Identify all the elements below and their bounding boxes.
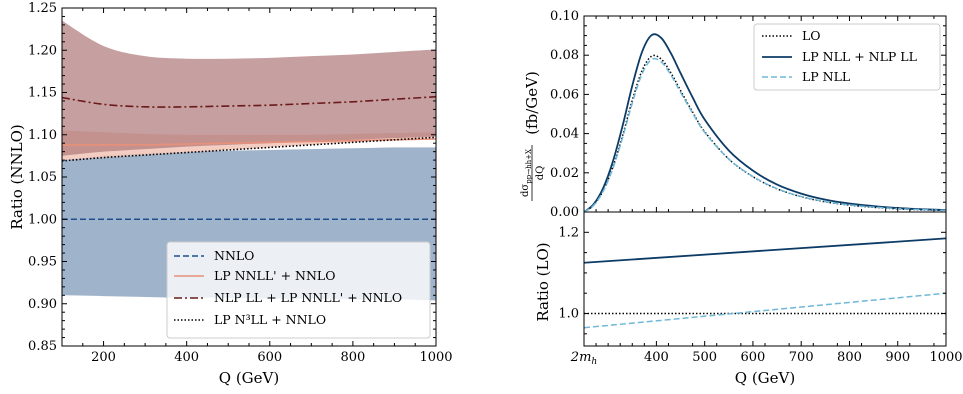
series-line-lp-nll-nlp-ll [584, 33, 946, 212]
right-x-tick-label: 700 [789, 350, 814, 365]
right-x-tick-label: 1000 [929, 350, 962, 365]
right-ratio-y-axis-label: Ratio (LO) [534, 242, 552, 321]
right-y-tick-label: 0.04 [550, 127, 579, 142]
left-y-tick-label: 1.25 [28, 1, 57, 16]
right-y-tick-label: 0.06 [550, 87, 579, 102]
right-x-tick-label: 600 [741, 350, 766, 365]
right-y-tick-label: 0.02 [550, 166, 579, 181]
ratio-y-tick-label: 1.0 [558, 307, 579, 322]
ratio-y-tick-label: 1.2 [558, 225, 579, 240]
series-line-nlp-ll [62, 95, 436, 108]
legend-label-lp-nnll: LP NNLL' + NNLO [214, 268, 335, 283]
legend-label-lo: LO [802, 28, 821, 43]
right-y-tick-label: 0.00 [550, 205, 579, 220]
svg-text:dσpp→hh+X: dσpp→hh+X [520, 149, 533, 197]
right-x-tick-label: 800 [837, 350, 862, 365]
legend-label-nnlo: NNLO [214, 248, 254, 263]
legend-label-n3ll: LP N³LL + NNLO [214, 312, 326, 327]
left-x-tick-label: 1000 [419, 350, 452, 365]
right-x-tick-label: 900 [885, 350, 910, 365]
right-legend: LO LP NLL + NLP LL LP NLL [753, 23, 941, 91]
left-y-tick-label: 0.85 [28, 339, 57, 354]
left-x-tick-label: 400 [174, 350, 199, 365]
legend-label-lp-nll-nlp-ll: LP NLL + NLP LL [802, 49, 917, 64]
right-x-tick-label: 400 [644, 350, 669, 365]
legend-label-nlp-ll: NLP LL + LP NNLL' + NNLO [214, 290, 402, 305]
left-y-axis-label: Ratio (NNLO) [8, 124, 26, 229]
left-legend: NNLO LP NNLL' + NNLO NLP LL + LP NNLL' +… [166, 241, 431, 339]
svg-text:dQ: dQ [535, 166, 546, 181]
right-x-tick-label: 2mh [570, 350, 597, 367]
right-y-tick-label: 0.08 [550, 48, 579, 63]
left-y-tick-label: 1.10 [28, 128, 57, 143]
right-legend-box [753, 23, 941, 91]
left-y-tick-label: 1.15 [28, 86, 57, 101]
left-x-tick-label: 200 [91, 350, 116, 365]
right-y-tick-label: 0.10 [550, 9, 579, 24]
left-y-tick-label: 1.00 [28, 212, 57, 227]
left-y-tick-label: 0.90 [28, 297, 57, 312]
right-x-tick-label: 500 [692, 350, 717, 365]
left-y-tick-label: 1.20 [28, 43, 57, 58]
series-line-lp-nll [584, 57, 946, 212]
right-chart: 2mh 400 500 600 700 800 900 1000 0.00 0.02 0.04 0.0… [520, 9, 963, 387]
right-x-axis-label: Q (GeV) [735, 369, 795, 387]
right-ratio-plot-frame [583, 211, 947, 347]
legend-label-lp-nll: LP NLL [802, 69, 850, 84]
left-y-tick-label: 0.95 [28, 255, 57, 270]
left-y-tick-label: 1.05 [28, 170, 57, 185]
left-legend-box [166, 241, 431, 339]
left-x-axis-label: Q (GeV) [219, 369, 279, 387]
series-line-lp-nnll [62, 138, 436, 146]
right-y-axis-label: dσpp→hh+X dQ (fb/GeV) [520, 71, 546, 201]
series-line-n3ll [62, 136, 436, 162]
left-x-tick-label: 800 [340, 350, 365, 365]
left-x-tick-label: 600 [257, 350, 282, 365]
ratio-series-line-lp-nll [584, 292, 946, 329]
right-y-axis-unit: (fb/GeV) [523, 71, 541, 135]
ratio-series-line-lp-nll-nlp-ll [584, 237, 946, 264]
left-chart: 200 400 600 800 1000 0.85 0.90 0.95 1.00 1.05 1.10… [8, 1, 453, 387]
band-nlp-ll [62, 20, 436, 156]
